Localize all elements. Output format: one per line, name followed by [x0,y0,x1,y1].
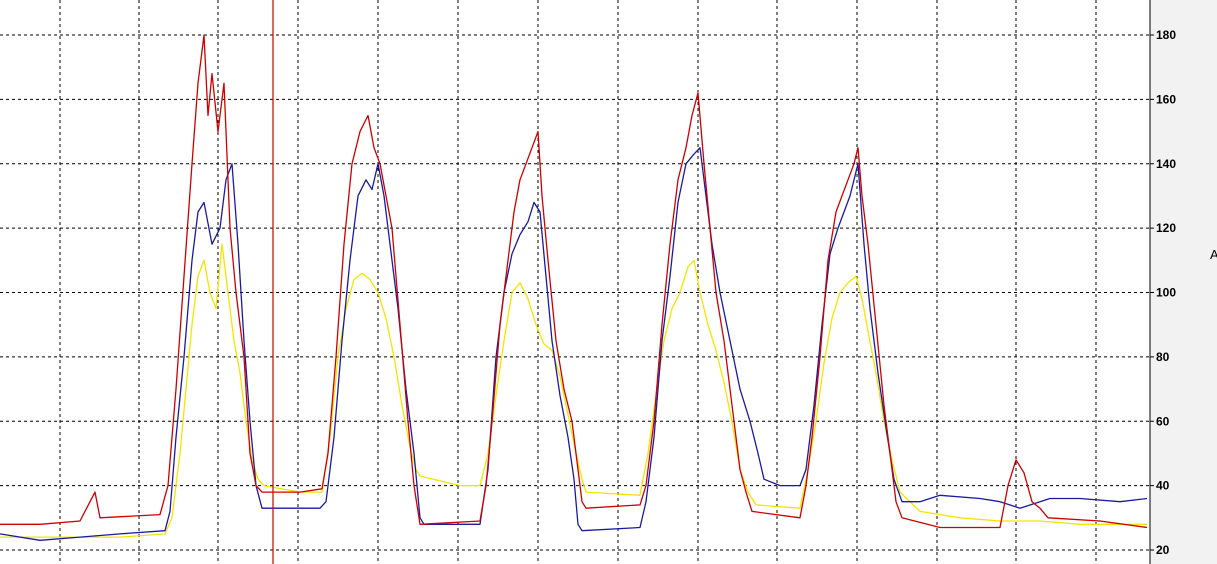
series-line-1 [0,147,1148,541]
y-tick-label: 180 [1156,28,1176,42]
y-axis-ticks: 20 40 60 80 100 120 140 160 180 [1150,28,1176,557]
y-tick-label: 120 [1156,221,1176,235]
right-panel [1150,0,1217,564]
series-layer [0,34,1148,541]
series-line-0 [0,34,1148,529]
series-line-2 [0,243,1147,538]
y-tick-label: 140 [1156,157,1176,171]
y-tick-label: 100 [1156,286,1176,300]
y-tick-label: 40 [1156,479,1170,493]
y-tick-label: 60 [1156,414,1170,428]
y-tick-label: 20 [1156,543,1170,557]
y-tick-label: 80 [1156,350,1170,364]
y-tick-label: 160 [1156,92,1176,106]
y-axis-title: A [1210,247,1217,262]
